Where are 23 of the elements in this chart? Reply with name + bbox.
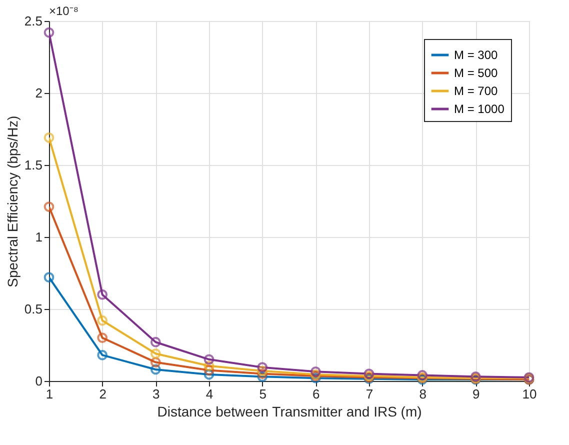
x-tick-label: 7: [366, 386, 374, 402]
y-tick-label: 1: [35, 230, 42, 244]
x-tick-label: 3: [152, 386, 160, 402]
y-tick-label: 1.5: [24, 158, 42, 172]
y-tick-label: 2: [35, 86, 42, 100]
x-tick-label: 2: [99, 386, 106, 402]
x-tick-label: 9: [472, 386, 480, 402]
legend-label: M = 1000: [454, 102, 505, 116]
x-tick-label: 8: [419, 386, 426, 402]
y-tick-label: 0: [35, 374, 42, 388]
x-tick-label: 6: [312, 386, 320, 402]
legend-label: M = 700: [454, 84, 498, 98]
legend-label: M = 300: [454, 48, 498, 62]
x-tick-label: 5: [259, 386, 266, 402]
y-axis-title: Spectral Efficiency (bps/Hz): [4, 116, 20, 288]
x-tick-label: 10: [522, 386, 537, 402]
legend-label: M = 500: [454, 66, 498, 80]
y-tick-label: 0.5: [24, 302, 42, 316]
x-tick-label: 4: [206, 386, 214, 402]
y-tick-label: 2.5: [24, 14, 42, 28]
x-axis-title: Distance between Transmitter and IRS (m): [157, 404, 422, 420]
text: ×10⁻⁸: [49, 4, 78, 18]
x-tick-label: 1: [46, 386, 54, 402]
